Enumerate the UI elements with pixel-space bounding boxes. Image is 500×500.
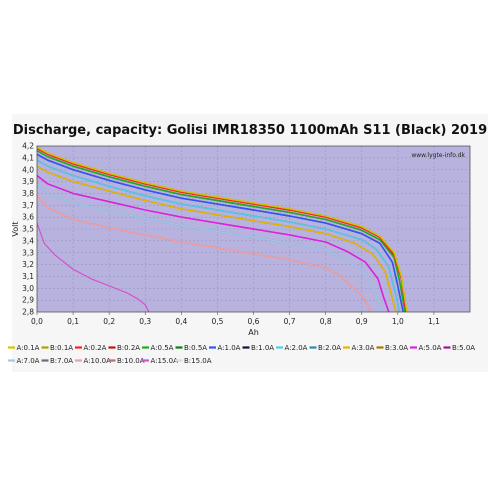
series-line-a-5-0a <box>37 175 390 312</box>
series-line-a-0-5a <box>37 150 406 312</box>
x-tick-label: 0,8 <box>320 317 332 326</box>
x-tick-label: 0,6 <box>248 317 260 326</box>
legend-label: B:10.0A <box>117 357 145 365</box>
legend-label: B:15.0A <box>184 357 212 365</box>
legend-label: A:15.0A <box>151 357 179 365</box>
legend-label: B:3.0A <box>385 344 408 352</box>
x-tick-label: 1,0 <box>392 317 404 326</box>
series-lines <box>37 146 408 312</box>
y-tick-label: 3,2 <box>22 260 34 269</box>
series-line-a-7-0a <box>37 183 383 312</box>
x-tick-label: 0,7 <box>284 317 296 326</box>
series-line-a-2-0a <box>37 159 401 312</box>
legend-label: B:2.0A <box>318 344 341 352</box>
y-axis-ticks: 2,8 2,9 3,0 3,1 3,2 3,3 3,4 3,5 3,6 3,7 3,8 3,9 4,0 4… <box>22 142 34 317</box>
x-tick-label: 1,1 <box>428 317 440 326</box>
chart-title: Discharge, capacity: Golisi IMR18350 110… <box>13 123 487 138</box>
legend-label: B:0.2A <box>117 344 140 352</box>
series-line-a-15-0a <box>37 222 150 312</box>
legend-label: A:0.5A <box>151 344 174 352</box>
y-tick-label: 3,4 <box>22 236 34 245</box>
y-tick-label: 3,3 <box>22 248 34 257</box>
y-tick-label: 4,0 <box>22 165 34 174</box>
y-tick-label: 3,1 <box>22 272 34 281</box>
y-tick-label: 3,9 <box>22 177 34 186</box>
y-tick-label: 3,7 <box>22 201 34 210</box>
legend-label: B:7.0A <box>50 357 73 365</box>
series-line-a-0-2a <box>37 147 407 312</box>
legend-label: A:3.0A <box>352 344 375 352</box>
x-tick-label: 0,9 <box>356 317 368 326</box>
legend-label: B:0.5A <box>184 344 207 352</box>
legend: A:0.1A B:0.1A A:0.2A B:0.2A A:0.5A B:0.5A A:1.… <box>8 344 475 365</box>
y-axis-label: Volt <box>11 221 20 236</box>
y-tick-label: 3,0 <box>22 284 34 293</box>
series-line-a-0-1a <box>37 146 408 312</box>
series-line-a-3-0a <box>37 165 397 312</box>
y-tick-label: 3,8 <box>22 189 34 198</box>
x-axis-label: Ah <box>248 328 259 337</box>
y-tick-label: 2,8 <box>22 308 34 317</box>
x-tick-label: 0,0 <box>31 317 43 326</box>
legend-label: A:5.0A <box>419 344 442 352</box>
y-tick-label: 4,1 <box>22 153 34 162</box>
series-line-a-10-0a <box>37 195 372 312</box>
legend-label: B:1.0A <box>251 344 274 352</box>
legend-label: B:5.0A <box>452 344 475 352</box>
y-tick-label: 3,5 <box>22 225 34 234</box>
x-axis-ticks: 0,0 0,1 0,2 0,3 0,4 0,5 0,6 0,7 0,8 0,9 1,0 1,1 <box>31 312 440 326</box>
legend-label: A:7.0A <box>17 357 40 365</box>
watermark: www.lygte-info.dk <box>411 152 465 159</box>
legend-label: B:0.1A <box>50 344 73 352</box>
legend-label: A:1.0A <box>218 344 241 352</box>
y-tick-label: 2,9 <box>22 296 34 305</box>
x-tick-label: 0,2 <box>103 317 115 326</box>
x-tick-label: 0,5 <box>211 317 223 326</box>
legend-label: A:10.0A <box>84 357 112 365</box>
x-tick-label: 0,1 <box>67 317 79 326</box>
legend-label: A:0.2A <box>84 344 107 352</box>
series-line-a-1-0a <box>37 153 404 312</box>
y-tick-label: 4,2 <box>22 142 34 151</box>
legend-label: A:2.0A <box>285 344 308 352</box>
legend-label: A:0.1A <box>17 344 40 352</box>
y-tick-label: 3,6 <box>22 213 34 222</box>
x-tick-label: 0,4 <box>175 317 187 326</box>
x-tick-label: 0,3 <box>139 317 151 326</box>
